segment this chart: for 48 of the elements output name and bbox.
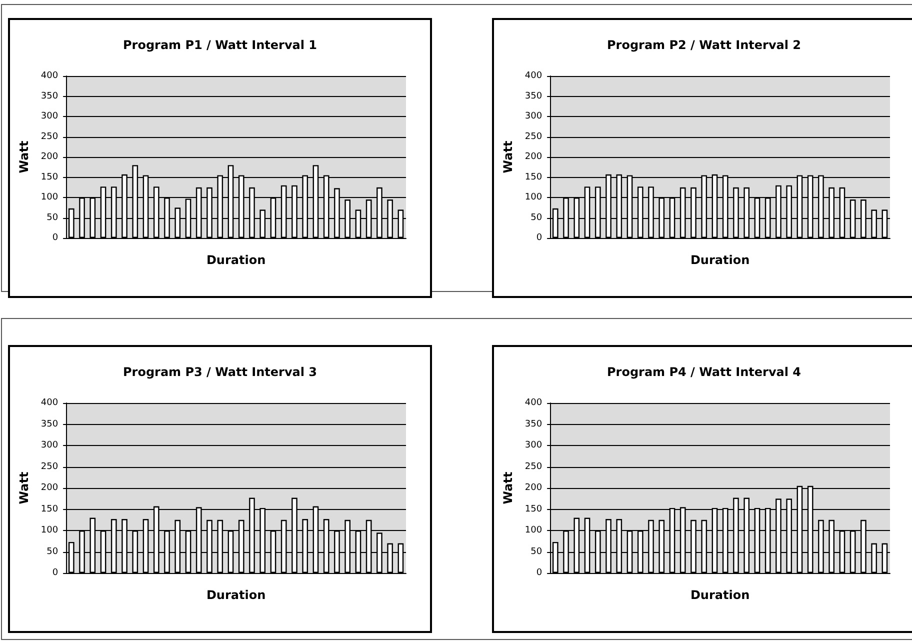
y-tick-label: 200 — [524, 483, 542, 493]
y-tick-label: 250 — [40, 462, 58, 472]
y-tick-label: 50 — [530, 546, 542, 557]
y-tick-label: 150 — [40, 172, 58, 182]
y-tick-label: 300 — [524, 440, 542, 450]
y-tick-label: 300 — [40, 112, 58, 122]
y-tick-label: 50 — [530, 212, 542, 223]
y-axis-title: Watt — [501, 472, 515, 504]
chart-title: Program P3 / Watt Interval 3 — [122, 365, 318, 379]
y-tick-label: 350 — [524, 91, 542, 102]
y-tick-label: 50 — [46, 212, 58, 223]
y-tick-label: 250 — [524, 132, 542, 142]
y-tick-label: 0 — [536, 233, 542, 243]
y-tick-label: 400 — [524, 398, 542, 408]
y-tick-label: 300 — [524, 112, 542, 122]
x-axis-title: Duration — [206, 253, 266, 267]
chart-title: Program P4 / Watt Interval 4 — [606, 365, 802, 379]
y-axis-title: Watt — [17, 140, 31, 174]
y-tick-label: 150 — [524, 172, 542, 182]
y-tick-label: 250 — [40, 132, 58, 142]
y-tick-label: 200 — [524, 152, 542, 162]
y-tick-label: 100 — [40, 526, 58, 536]
y-tick-label: 100 — [40, 192, 58, 202]
y-tick-label: 200 — [40, 483, 58, 493]
y-tick-label: 350 — [40, 419, 58, 430]
x-axis-title: Duration — [690, 588, 750, 602]
y-tick-label: 300 — [40, 440, 58, 450]
y-tick-label: 0 — [52, 233, 58, 243]
y-tick-label: 100 — [524, 192, 542, 202]
y-tick-label: 400 — [524, 71, 542, 81]
chart-title: Program P2 / Watt Interval 2 — [606, 38, 802, 52]
chart-title: Program P1 / Watt Interval 1 — [122, 38, 318, 52]
y-axis-title: Watt — [501, 140, 515, 174]
y-tick-label: 350 — [524, 419, 542, 430]
y-tick-label: 100 — [524, 526, 542, 536]
y-axis-title: Watt — [17, 472, 31, 504]
y-tick-label: 0 — [536, 568, 542, 578]
y-tick-label: 200 — [40, 152, 58, 162]
y-tick-label: 150 — [40, 504, 58, 514]
y-tick-label: 400 — [40, 398, 58, 408]
y-tick-label: 50 — [46, 546, 58, 557]
y-tick-label: 400 — [40, 71, 58, 81]
y-tick-label: 150 — [524, 504, 542, 514]
y-tick-label: 350 — [40, 91, 58, 102]
x-axis-title: Duration — [206, 588, 266, 602]
y-tick-label: 0 — [52, 568, 58, 578]
x-axis-title: Duration — [690, 253, 750, 267]
y-tick-label: 250 — [524, 462, 542, 472]
